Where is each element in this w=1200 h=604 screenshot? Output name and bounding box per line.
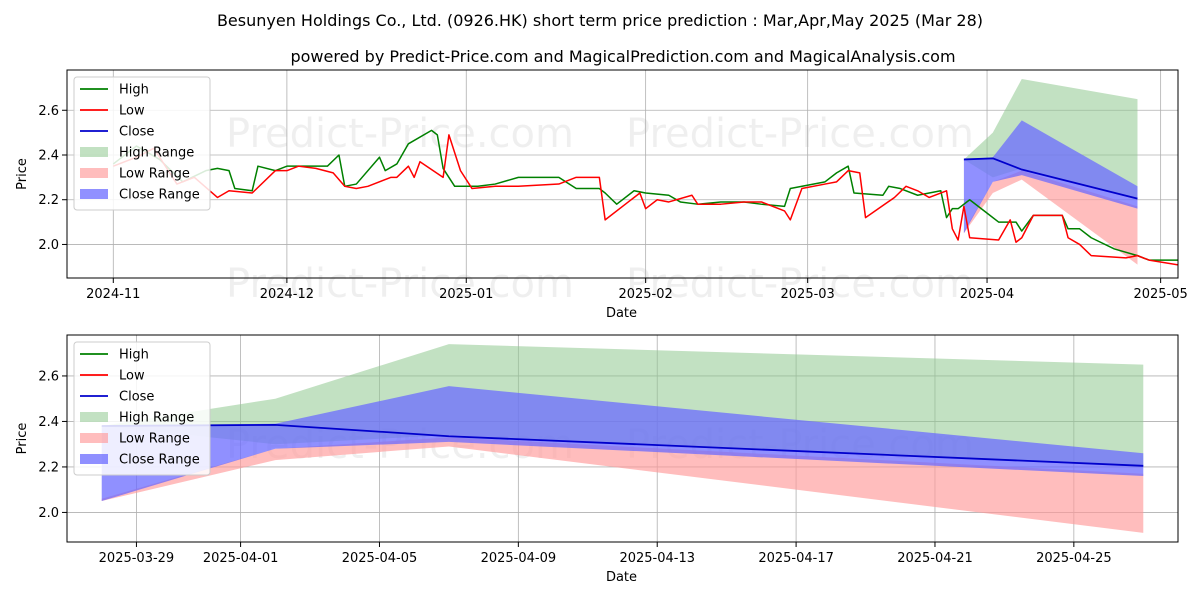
x-tick-label: 2025-04	[960, 287, 1014, 302]
y-axis-label: Price	[15, 158, 30, 190]
watermark-text: Predict-Price.com	[626, 261, 974, 307]
legend-label: Close Range	[119, 453, 200, 468]
close-series-line	[963, 157, 1138, 200]
legend: High Low Close High Range Low Range Close Ran…	[73, 341, 211, 476]
legend-label: High Range	[119, 411, 194, 426]
x-tick-label: 2025-04-09	[481, 551, 557, 566]
x-tick-label: 2025-03	[781, 287, 835, 302]
legend-swatch-high-range	[80, 412, 108, 422]
y-tick-label: 2.6	[38, 369, 59, 384]
legend-label: High	[119, 83, 149, 98]
legend-swatch-high-range	[80, 147, 108, 157]
y-tick-label: 2.4	[38, 148, 59, 163]
y-tick-label: 2.0	[38, 238, 59, 253]
x-tick-label: 2024-11	[86, 287, 140, 302]
watermark-text: Predict-Price.com	[226, 261, 574, 307]
top-panel: Predict-Price.com Predict-Price.com Predic…	[15, 69, 1188, 321]
x-tick-label: 2025-04-17	[758, 551, 834, 566]
legend: High Low Close High Range Low Range Close Ran…	[73, 76, 211, 211]
x-tick-label: 2024-12	[260, 287, 314, 302]
y-tick-label: 2.4	[38, 415, 59, 430]
watermark-text: Predict-Price.com	[226, 111, 574, 157]
legend-label: High	[119, 348, 149, 363]
x-tick-label: 2025-04-21	[897, 551, 973, 566]
legend-swatch-close-range	[80, 189, 108, 199]
x-tick-label: 2025-03-29	[99, 551, 175, 566]
bottom-panel: Predict-Price.comPredict-Price.com2025-0…	[15, 334, 1179, 585]
legend-label: Low Range	[119, 167, 190, 182]
x-axis-label: Date	[606, 570, 637, 585]
axes-frame	[66, 69, 1179, 279]
x-tick-label: 2025-04-05	[342, 551, 418, 566]
x-tick-label: 2025-04-13	[619, 551, 695, 566]
legend-swatch-low-range	[80, 168, 108, 178]
plot-area	[112, 78, 1178, 266]
low-series-line	[113, 134, 1178, 266]
plot-area	[101, 344, 1144, 533]
x-axis-label: Date	[606, 306, 637, 321]
legend-swatch-close-range	[80, 454, 108, 464]
x-tick-label: 2025-02	[618, 287, 672, 302]
x-tick-label: 2025-01	[439, 287, 493, 302]
chart-subtitle: powered by Predict-Price.com and Magical…	[290, 47, 955, 66]
watermark-text: Predict-Price.com	[626, 111, 974, 157]
legend-swatch-low-range	[80, 433, 108, 443]
grid	[67, 70, 1178, 278]
y-tick-label: 2.0	[38, 506, 59, 521]
legend-label: Close	[119, 125, 154, 140]
legend-label: High Range	[119, 146, 194, 161]
y-tick-label: 2.2	[38, 193, 59, 208]
legend-label: Low	[119, 369, 145, 384]
legend-label: Low Range	[119, 432, 190, 447]
axes-frame	[66, 334, 1179, 543]
legend-label: Close	[119, 390, 154, 405]
y-tick-label: 2.2	[38, 460, 59, 475]
y-tick-label: 2.6	[38, 104, 59, 119]
chart-title: Besunyen Holdings Co., Ltd. (0926.HK) sh…	[217, 11, 983, 30]
legend-label: Close Range	[119, 188, 200, 203]
x-tick-label: 2025-04-25	[1036, 551, 1112, 566]
y-axis-label: Price	[15, 423, 30, 455]
legend-label: Low	[119, 104, 145, 119]
x-tick-label: 2025-05	[1133, 287, 1187, 302]
x-tick-label: 2025-04-01	[203, 551, 279, 566]
high-series-line	[112, 129, 1178, 261]
